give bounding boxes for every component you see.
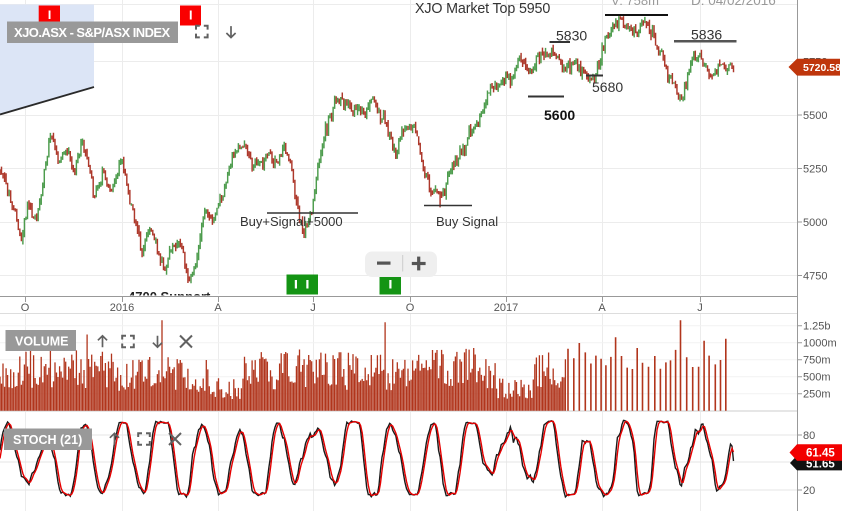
svg-text:20: 20 — [803, 485, 815, 497]
svg-text:5500: 5500 — [803, 110, 827, 122]
svg-text:80: 80 — [803, 430, 815, 442]
svg-text:5830: 5830 — [556, 28, 587, 44]
svg-text:5250: 5250 — [803, 164, 827, 176]
svg-text:D: 04/02/2016: D: 04/02/2016 — [691, 0, 776, 8]
svg-text:VOLUME: VOLUME — [15, 335, 68, 349]
svg-text:5680: 5680 — [592, 79, 623, 95]
svg-text:250m: 250m — [803, 389, 831, 401]
svg-text:A: A — [214, 302, 222, 314]
svg-text:2016: 2016 — [110, 302, 134, 314]
svg-text:J: J — [310, 302, 316, 314]
svg-text:1.25b: 1.25b — [803, 321, 831, 333]
svg-text:61.45: 61.45 — [806, 447, 835, 459]
svg-text:A: A — [598, 302, 606, 314]
svg-text:1000m: 1000m — [803, 338, 837, 350]
svg-text:750m: 750m — [803, 355, 831, 367]
svg-text:5720.58: 5720.58 — [803, 62, 841, 74]
svg-text:5836: 5836 — [691, 27, 722, 43]
svg-text:STOCH (21): STOCH (21) — [13, 433, 82, 447]
svg-text:5600: 5600 — [544, 107, 575, 123]
svg-text:51.65: 51.65 — [806, 459, 835, 471]
svg-text:J: J — [697, 302, 703, 314]
svg-text:500m: 500m — [803, 372, 831, 384]
svg-text:O: O — [21, 302, 30, 314]
svg-text:Buy Signal: Buy Signal — [436, 214, 498, 229]
svg-text:Buy+Signal+5000: Buy+Signal+5000 — [240, 214, 343, 229]
svg-text:O: O — [406, 302, 415, 314]
svg-text:XJO Market Top 5950: XJO Market Top 5950 — [415, 1, 550, 17]
svg-text:V: 758m: V: 758m — [611, 0, 659, 8]
svg-text:4750: 4750 — [803, 271, 827, 283]
svg-text:4700 Support: 4700 Support — [128, 289, 211, 304]
svg-text:XJO.ASX - S&P/ASX INDEX: XJO.ASX - S&P/ASX INDEX — [14, 25, 171, 40]
svg-text:5000: 5000 — [803, 217, 827, 229]
svg-text:2017: 2017 — [494, 302, 518, 314]
